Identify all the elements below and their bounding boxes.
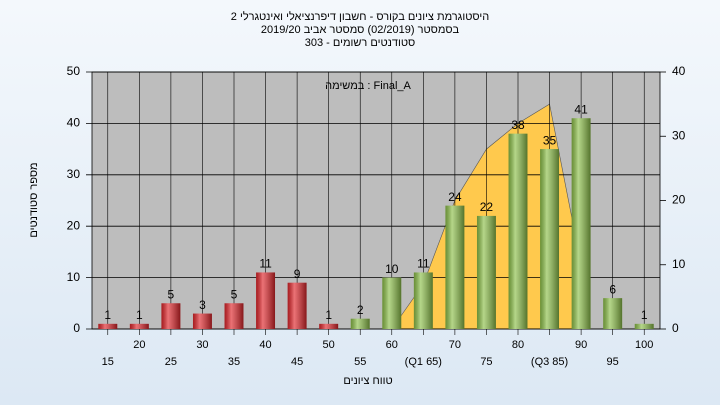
x-tick-label: 45 — [291, 356, 303, 368]
bar-shade — [603, 298, 623, 329]
x-tick-label: (Q1 65) — [405, 356, 442, 368]
value-label: 5 — [168, 287, 175, 301]
value-label: 1 — [641, 308, 648, 322]
y2-tick-label: 20 — [672, 193, 686, 207]
value-label: 3 — [199, 298, 206, 312]
value-label: 9 — [294, 267, 301, 281]
y-tick-label: 50 — [67, 64, 81, 78]
x-axis-label: טווח ציונים — [343, 375, 392, 387]
value-label: 10 — [385, 262, 399, 276]
value-label: 1 — [104, 308, 111, 322]
x-tick-label: 25 — [165, 356, 177, 368]
value-label: 22 — [480, 200, 494, 214]
y-tick-label: 30 — [67, 167, 81, 181]
bar-shade — [129, 323, 149, 329]
bar-shade — [571, 118, 591, 329]
annotation: במשימה : Final_A — [325, 80, 411, 92]
y2-tick-label: 10 — [672, 257, 686, 271]
bar-shade — [256, 272, 276, 329]
chart-subtitle: בסמסטר (02/2019) סמסטר אביב 2019/20 — [261, 24, 460, 36]
bar-shade — [382, 277, 402, 329]
x-tick-label: 60 — [386, 339, 398, 351]
y-tick-label: 20 — [67, 218, 81, 232]
x-tick-label: 55 — [354, 356, 366, 368]
chart-subtitle: סטודנטים רשומים - 303 — [305, 37, 416, 49]
value-label: 1 — [325, 308, 332, 322]
bar-shade — [161, 303, 181, 329]
value-label: 35 — [543, 133, 557, 147]
bar-shade — [224, 303, 244, 329]
value-label: 41 — [574, 102, 588, 116]
bar-shade — [192, 313, 212, 329]
x-tick-label: 30 — [196, 339, 208, 351]
x-tick-label: 40 — [259, 339, 271, 351]
y-tick-label: 0 — [73, 321, 80, 335]
value-label: 6 — [609, 282, 616, 296]
bar-shade — [508, 133, 528, 329]
value-label: 2 — [357, 303, 364, 317]
y-axis-label: מספר סטודנטים — [28, 162, 40, 237]
x-tick-label: 70 — [449, 339, 461, 351]
bar-shade — [350, 318, 370, 329]
bar-shade — [287, 282, 307, 329]
bar-shade — [413, 272, 433, 329]
bar-shade — [540, 149, 560, 329]
x-tick-label: 90 — [575, 339, 587, 351]
x-tick-label: (Q3 85) — [531, 356, 568, 368]
x-tick-label: 20 — [133, 339, 145, 351]
y2-tick-label: 40 — [672, 64, 686, 78]
bar-shade — [634, 323, 654, 329]
y-tick-label: 40 — [67, 116, 81, 130]
plot-border — [91, 71, 661, 330]
value-label: 38 — [511, 118, 525, 132]
y-tick-label: 10 — [67, 270, 81, 284]
x-tick-label: 100 — [635, 339, 653, 351]
bar-shade — [476, 215, 496, 329]
bar-shade — [98, 323, 118, 329]
bar-shade — [445, 205, 465, 329]
value-label: 5 — [231, 287, 238, 301]
y2-tick-label: 30 — [672, 128, 686, 142]
bar-shade — [319, 323, 339, 329]
x-tick-label: 50 — [323, 339, 335, 351]
value-label: 1 — [136, 308, 143, 322]
value-label: 24 — [448, 190, 462, 204]
x-tick-label: 75 — [480, 356, 492, 368]
value-label: 11 — [417, 257, 430, 271]
y2-tick-label: 0 — [672, 321, 679, 335]
value-label: 11 — [259, 257, 272, 271]
x-tick-label: 35 — [228, 356, 240, 368]
x-tick-label: 95 — [607, 356, 619, 368]
x-tick-label: 80 — [512, 339, 524, 351]
x-tick-label: 15 — [102, 356, 114, 368]
chart-title: היסטוגרמת ציונים בקורס - חשבון דיפרנציאל… — [231, 10, 489, 23]
